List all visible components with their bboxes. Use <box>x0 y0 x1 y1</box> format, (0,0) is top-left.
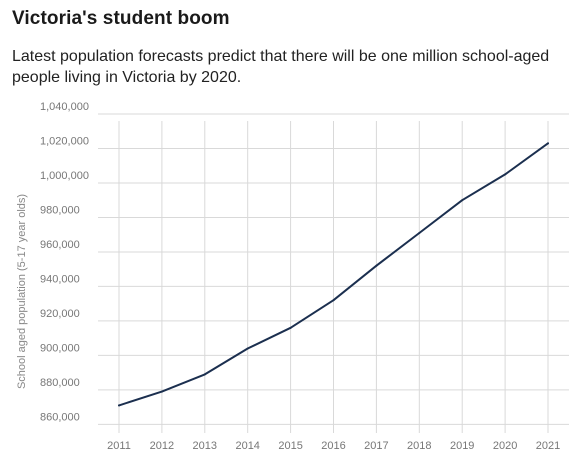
data-point <box>332 299 335 302</box>
y-tick-label: 880,000 <box>40 377 80 389</box>
x-tick-label: 2012 <box>150 440 174 452</box>
x-tick-label: 2015 <box>278 440 302 452</box>
data-point <box>418 231 421 234</box>
data-point <box>246 347 249 350</box>
y-tick-label: 980,000 <box>40 204 80 216</box>
chart-title: Victoria's student boom <box>12 8 230 29</box>
data-point <box>504 173 507 176</box>
grid-lines <box>98 113 569 433</box>
y-tick-label: 1,000,000 <box>40 170 89 182</box>
x-tick-label: 2016 <box>321 440 345 452</box>
x-tick-label: 2013 <box>193 440 217 452</box>
y-tick-label: 860,000 <box>40 411 80 423</box>
x-tick-label: 2011 <box>107 440 131 452</box>
data-point <box>203 373 206 376</box>
x-tick-label: 2019 <box>450 440 474 452</box>
y-tick-label: 1,020,000 <box>40 135 89 147</box>
y-axis-title: School aged population (5-17 year olds) <box>16 194 28 389</box>
x-tick-label: 2021 <box>536 440 560 452</box>
chart-subtitle: Latest population forecasts predict that… <box>12 48 550 86</box>
y-tick-label: 960,000 <box>40 239 80 251</box>
series-layer <box>118 142 549 407</box>
y-tick-label: 900,000 <box>40 342 80 354</box>
data-point <box>160 390 163 393</box>
y-tick-label: 920,000 <box>40 308 80 320</box>
data-point <box>461 199 464 202</box>
data-point <box>118 404 120 407</box>
data-point <box>547 142 549 145</box>
y-axis-ticks: 860,000 880,000 900,000 920,000 940,000 960,0… <box>40 101 89 423</box>
y-tick-label: 1,040,000 <box>40 101 89 113</box>
x-tick-label: 2018 <box>407 440 431 452</box>
data-point <box>375 264 378 267</box>
x-axis-ticks: 2011 2012 2013 2014 2015 2016 2017 2018 2019 2020… <box>107 440 560 452</box>
x-tick-label: 2014 <box>235 440 259 452</box>
data-point <box>289 326 292 329</box>
x-tick-label: 2020 <box>493 440 517 452</box>
y-tick-label: 940,000 <box>40 273 80 285</box>
x-tick-label: 2017 <box>364 440 388 452</box>
